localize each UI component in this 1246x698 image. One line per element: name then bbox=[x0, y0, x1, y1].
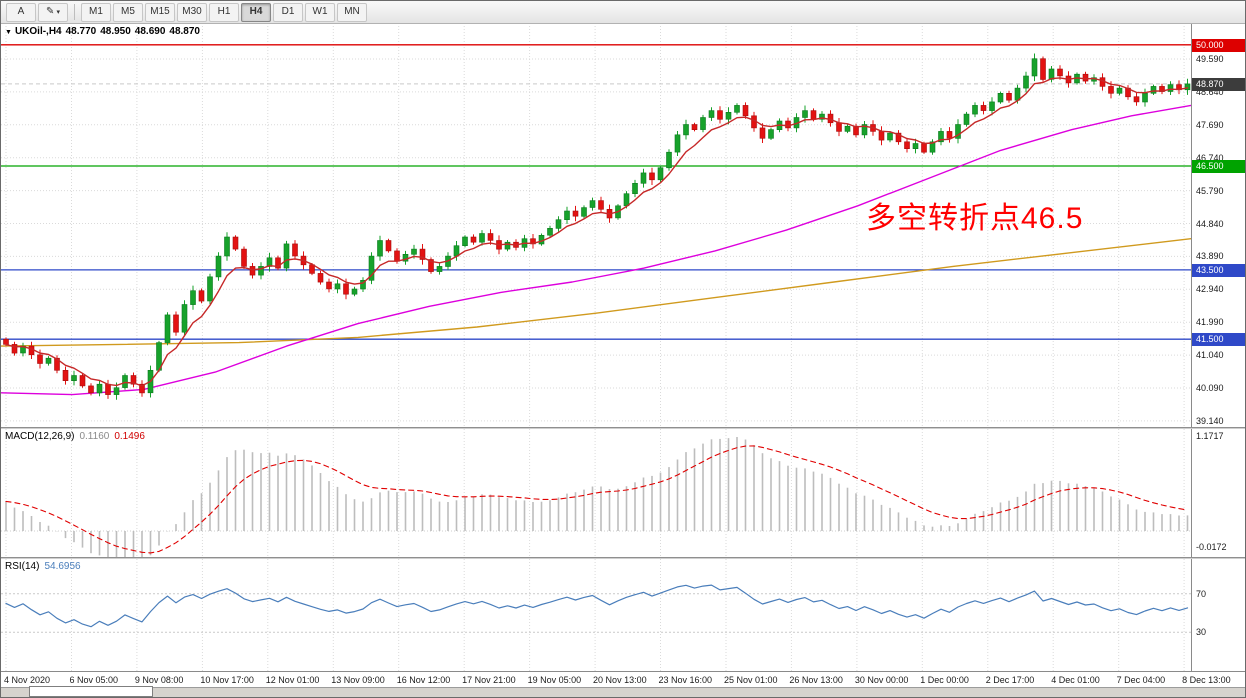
macd-name: MACD(12,26,9) bbox=[5, 431, 75, 442]
macd-label: MACD(12,26,9) 0.1160 0.1496 bbox=[5, 431, 145, 442]
horizontal-lines[interactable] bbox=[1, 44, 1191, 340]
rsi-level-label: 30 bbox=[1196, 627, 1207, 638]
timeframe-button-m5[interactable]: M5 bbox=[113, 2, 143, 22]
price-tick-label: 43.890 bbox=[1196, 251, 1224, 262]
macd-main-value: 0.1160 bbox=[79, 431, 110, 442]
hline-price-badge: 50.000 bbox=[1192, 38, 1245, 52]
time-axis-label: 7 Dec 04:00 bbox=[1116, 675, 1166, 685]
price-tick-label: 44.840 bbox=[1196, 218, 1224, 229]
timeframe-button-w1[interactable]: W1 bbox=[305, 2, 335, 22]
symbol-name: UKOil-,H4 bbox=[14, 26, 62, 37]
macd-signal-value: 0.1496 bbox=[114, 431, 145, 442]
time-axis-label: 4 Dec 01:00 bbox=[1051, 675, 1100, 685]
time-axis-label: 19 Nov 05:00 bbox=[527, 675, 582, 685]
symbol-dropdown-icon[interactable]: ▼ bbox=[5, 29, 12, 36]
price-tick-label: 40.090 bbox=[1196, 383, 1224, 393]
ma-slow-line bbox=[1, 237, 1191, 347]
ohlc-low: 48.690 bbox=[134, 26, 166, 37]
price-tick-label: 47.690 bbox=[1196, 119, 1224, 130]
timeframe-button-mn[interactable]: MN bbox=[337, 2, 367, 22]
symbol-header: ▼ UKOil-,H4 48.770 48.950 48.690 48.870 bbox=[5, 26, 204, 37]
price-tick-label: 45.790 bbox=[1196, 185, 1224, 196]
time-axis-label: 25 Nov 01:00 bbox=[723, 675, 778, 685]
toolbar-drawing-tool[interactable]: ✎ ▾ bbox=[38, 2, 68, 22]
macd-indicator-panel[interactable]: MACD(12,26,9) 0.1160 0.1496 bbox=[1, 429, 1191, 557]
time-axis-label: 30 Nov 00:00 bbox=[854, 675, 909, 685]
time-axis-label: 16 Nov 12:00 bbox=[396, 675, 451, 685]
timeframe-button-h4[interactable]: H4 bbox=[241, 2, 271, 22]
macd-scale-min-label: -0.0172 bbox=[1196, 542, 1227, 552]
time-axis-label: 10 Nov 17:00 bbox=[200, 675, 254, 685]
timeframe-button-h1[interactable]: H1 bbox=[209, 2, 239, 22]
time-axis-label: 6 Nov 05:00 bbox=[69, 675, 118, 685]
time-axis-label: 23 Nov 16:00 bbox=[658, 675, 713, 685]
bottom-input[interactable] bbox=[29, 686, 153, 697]
timeframe-button-m1[interactable]: M1 bbox=[81, 2, 111, 22]
ohlc-high: 48.950 bbox=[100, 26, 131, 37]
timeframe-buttons-group: M1 M5 M15 M30 H1 H4 D1 W1 MN bbox=[81, 2, 367, 22]
macd-histogram bbox=[5, 437, 1189, 557]
timeframe-button-d1[interactable]: D1 bbox=[273, 2, 303, 22]
macd-axis: 1.1717 -0.0172 bbox=[1191, 429, 1245, 557]
ma-mid-line bbox=[1, 104, 1191, 396]
grid bbox=[1, 559, 1191, 671]
toolbar-annotation-tool[interactable]: A bbox=[6, 2, 36, 22]
timeframe-button-m30[interactable]: M30 bbox=[177, 2, 207, 22]
rsi-level-label: 70 bbox=[1196, 588, 1207, 599]
price-tick-label: 41.040 bbox=[1196, 350, 1224, 361]
price-chart-panel[interactable]: ▼ UKOil-,H4 48.770 48.950 48.690 48.870 多空转折点… bbox=[1, 23, 1191, 427]
price-chart-canvas bbox=[1, 23, 1191, 427]
time-axis-label: 2 Dec 17:00 bbox=[985, 675, 1035, 685]
macd-canvas bbox=[1, 429, 1191, 557]
rsi-axis: 70 30 bbox=[1191, 559, 1245, 671]
time-axis-label: 9 Nov 08:00 bbox=[134, 675, 184, 685]
hline-price-badge: 43.500 bbox=[1192, 263, 1245, 277]
ma-fast-line bbox=[5, 77, 1189, 387]
bottom-status-bar bbox=[1, 686, 1245, 697]
price-tick-label: 49.590 bbox=[1196, 54, 1224, 64]
time-axis-label: 17 Nov 21:00 bbox=[462, 675, 516, 685]
time-axis-label: 26 Nov 13:00 bbox=[789, 675, 843, 685]
price-tick-label: 48.640 bbox=[1196, 86, 1224, 97]
ohlc-open: 48.770 bbox=[65, 26, 97, 37]
rsi-value: 54.6956 bbox=[44, 561, 81, 572]
caret-down-icon: ▾ bbox=[56, 8, 60, 16]
price-tick-label: 46.740 bbox=[1196, 152, 1224, 163]
time-axis-label: 1 Dec 00:00 bbox=[920, 675, 969, 685]
macd-scale-max-label: 1.1717 bbox=[1196, 431, 1224, 441]
price-axis: 49.590 48.640 47.690 46.740 45.790 44.840 43.8… bbox=[1191, 23, 1245, 427]
toolbar-separator bbox=[74, 4, 75, 20]
chart-annotation-text[interactable]: 多空转折点46.5 bbox=[866, 202, 1084, 235]
rsi-indicator-panel[interactable]: RSI(14) 54.6956 bbox=[1, 559, 1191, 671]
panel-separator-macd[interactable] bbox=[1, 427, 1245, 429]
panel-separator-rsi[interactable] bbox=[1, 557, 1245, 559]
time-axis-label: 13 Nov 09:00 bbox=[331, 675, 385, 685]
time-axis[interactable]: 4 Nov 2020 6 Nov 05:00 9 Nov 08:00 10 Nov 1… bbox=[1, 671, 1245, 689]
toolbar: A ✎ ▾ M1 M5 M15 M30 H1 H4 D1 W1 MN bbox=[1, 1, 1245, 24]
grid bbox=[1, 23, 1191, 427]
grid bbox=[1, 429, 1191, 557]
toolbar-tools-group: A ✎ ▾ bbox=[6, 2, 68, 22]
timeframe-button-m15[interactable]: M15 bbox=[145, 2, 175, 22]
hline-price-badge: 41.500 bbox=[1192, 333, 1245, 347]
current-price-badge: 48.870 bbox=[1192, 77, 1245, 91]
hline-price-badge: 46.500 bbox=[1192, 160, 1245, 173]
time-axis-label: 4 Nov 2020 bbox=[4, 675, 51, 685]
time-axis-label: 8 Dec 13:00 bbox=[1182, 675, 1231, 685]
price-tick-label: 42.940 bbox=[1196, 284, 1224, 295]
ohlc-close: 48.870 bbox=[169, 26, 200, 37]
time-axis-label: 20 Nov 13:00 bbox=[593, 675, 647, 685]
macd-signal-line bbox=[5, 445, 1189, 554]
rsi-name: RSI(14) bbox=[5, 561, 40, 572]
price-tick-label: 39.140 bbox=[1196, 415, 1224, 426]
time-axis-label: 12 Nov 01:00 bbox=[265, 675, 320, 685]
rsi-line bbox=[5, 584, 1189, 628]
rsi-canvas bbox=[1, 559, 1191, 671]
price-tick-label: 41.990 bbox=[1196, 317, 1224, 328]
rsi-label: RSI(14) 54.6956 bbox=[5, 561, 81, 572]
